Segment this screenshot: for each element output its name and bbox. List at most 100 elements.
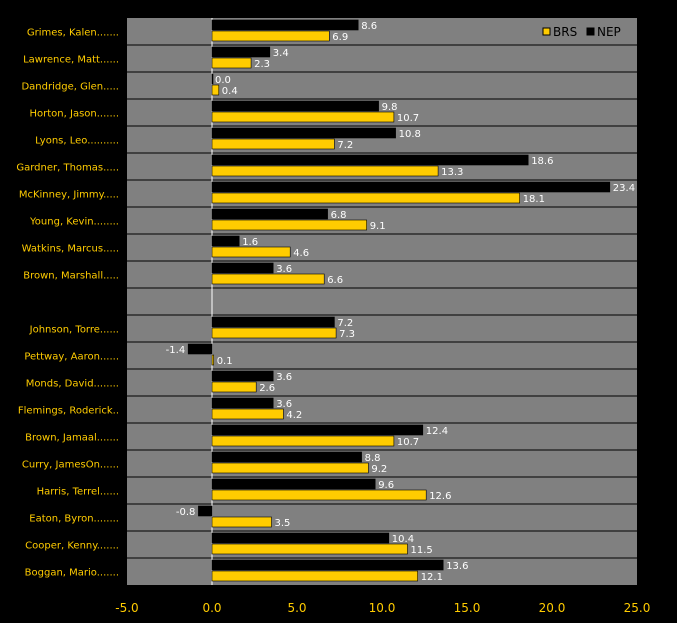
- brs-bar: [211, 543, 408, 555]
- nep-value-label: 13.6: [446, 561, 468, 572]
- category-label: Brown, Jamaal.......: [25, 433, 119, 444]
- brs-bar: [211, 489, 427, 501]
- nep-bar: [198, 505, 213, 517]
- nep-value-label: 3.4: [273, 48, 289, 59]
- nep-bar: [211, 532, 390, 544]
- category-label: Curry, JamesOn......: [22, 460, 119, 471]
- category-label: Harris, Terrel......: [37, 487, 119, 498]
- brs-bar: [211, 408, 284, 420]
- nep-bar: [211, 478, 376, 490]
- category-label: Young, Kevin........: [29, 217, 119, 228]
- brs-bar: [211, 273, 325, 285]
- category-label: Gardner, Thomas.....: [16, 163, 119, 174]
- nep-bar: [211, 235, 240, 247]
- category-label: Cooper, Kenny.......: [25, 541, 119, 552]
- brs-bar: [211, 381, 257, 393]
- brs-value-label: 12.1: [421, 572, 443, 583]
- nep-bar: [211, 73, 214, 85]
- brs-bar: [211, 165, 439, 177]
- brs-bar: [211, 462, 369, 474]
- nep-bar: [211, 46, 271, 58]
- brs-bar: [211, 138, 335, 150]
- brs-bar: [211, 192, 521, 204]
- nep-bar: [211, 370, 274, 382]
- x-tick-label: 10.0: [369, 601, 396, 615]
- nep-bar: [211, 262, 274, 274]
- nep-value-label: 9.8: [382, 102, 398, 113]
- category-label: McKinney, Jimmy.....: [19, 190, 119, 201]
- nep-value-label: 18.6: [531, 156, 553, 167]
- brs-bar: [211, 30, 330, 42]
- brs-value-label: 7.3: [339, 329, 355, 340]
- category-label: Boggan, Mario.......: [25, 568, 119, 579]
- category-label: Grimes, Kalen.......: [27, 28, 119, 39]
- legend-swatch-brs: [542, 27, 551, 36]
- nep-bar: [211, 181, 611, 193]
- nep-bar: [211, 208, 328, 220]
- brs-value-label: 7.2: [337, 140, 353, 151]
- brs-value-label: 12.6: [429, 491, 451, 502]
- brs-bar: [211, 354, 214, 366]
- category-label: Flemings, Roderick..: [18, 406, 119, 417]
- nep-value-label: 9.6: [378, 480, 394, 491]
- nep-value-label: 12.4: [426, 426, 448, 437]
- brs-bar: [211, 84, 220, 96]
- brs-value-label: 0.4: [222, 86, 238, 97]
- x-tick-label: 0.0: [202, 601, 221, 615]
- nep-bar: [187, 343, 213, 355]
- category-label: Johnson, Torre......: [29, 325, 119, 336]
- nep-bar: [211, 451, 362, 463]
- category-label: Eaton, Byron........: [29, 514, 119, 525]
- brs-bar: [211, 570, 418, 582]
- nep-value-label: 7.2: [337, 318, 353, 329]
- nep-value-label: 3.6: [276, 264, 292, 275]
- brs-value-label: 11.5: [411, 545, 433, 556]
- nep-bar: [211, 19, 359, 31]
- x-tick-label: -5.0: [115, 601, 138, 615]
- nep-bar: [211, 397, 274, 409]
- nep-bar: [211, 100, 379, 112]
- brs-bar: [211, 57, 252, 69]
- category-label: Lyons, Leo..........: [35, 136, 119, 147]
- nep-value-label: 10.8: [399, 129, 421, 140]
- brs-bar: [211, 246, 291, 258]
- nep-value-label: 8.8: [365, 453, 381, 464]
- brs-bar: [211, 435, 395, 447]
- brs-value-label: 10.7: [397, 437, 419, 448]
- x-tick-label: 15.0: [454, 601, 481, 615]
- nep-bar: [211, 127, 396, 139]
- nep-value-label: -0.8: [176, 507, 196, 518]
- nep-value-label: 23.4: [613, 183, 635, 194]
- nep-value-label: 3.6: [276, 372, 292, 383]
- nep-value-label: -1.4: [166, 345, 186, 356]
- brs-value-label: 10.7: [397, 113, 419, 124]
- brs-bar: [211, 516, 272, 528]
- legend-swatch-nep: [586, 27, 595, 36]
- x-tick-label: 25.0: [624, 601, 651, 615]
- brs-value-label: 3.5: [275, 518, 291, 529]
- nep-value-label: 0.0: [215, 75, 231, 86]
- category-label: Dandridge, Glen.....: [21, 82, 119, 93]
- brs-value-label: 6.6: [327, 275, 343, 286]
- brs-bar: [211, 327, 337, 339]
- category-label: Monds, David........: [26, 379, 119, 390]
- brs-value-label: 2.3: [254, 59, 270, 70]
- nep-value-label: 1.6: [242, 237, 258, 248]
- brs-value-label: 2.6: [259, 383, 275, 394]
- nep-value-label: 10.4: [392, 534, 414, 545]
- category-label: Lawrence, Matt......: [23, 55, 119, 66]
- brs-bar: [211, 219, 367, 231]
- category-label: Watkins, Marcus.....: [22, 244, 119, 255]
- brs-value-label: 18.1: [523, 194, 545, 205]
- nep-value-label: 3.6: [276, 399, 292, 410]
- brs-value-label: 9.2: [371, 464, 387, 475]
- brs-bar: [211, 111, 395, 123]
- brs-value-label: 0.1: [217, 356, 233, 367]
- nep-value-label: 6.8: [331, 210, 347, 221]
- nep-bar: [211, 559, 444, 571]
- category-label: Brown, Marshall.....: [23, 271, 119, 282]
- nep-value-label: 8.6: [361, 21, 377, 32]
- nep-bar: [211, 424, 424, 436]
- category-label: Pettway, Aaron......: [24, 352, 119, 363]
